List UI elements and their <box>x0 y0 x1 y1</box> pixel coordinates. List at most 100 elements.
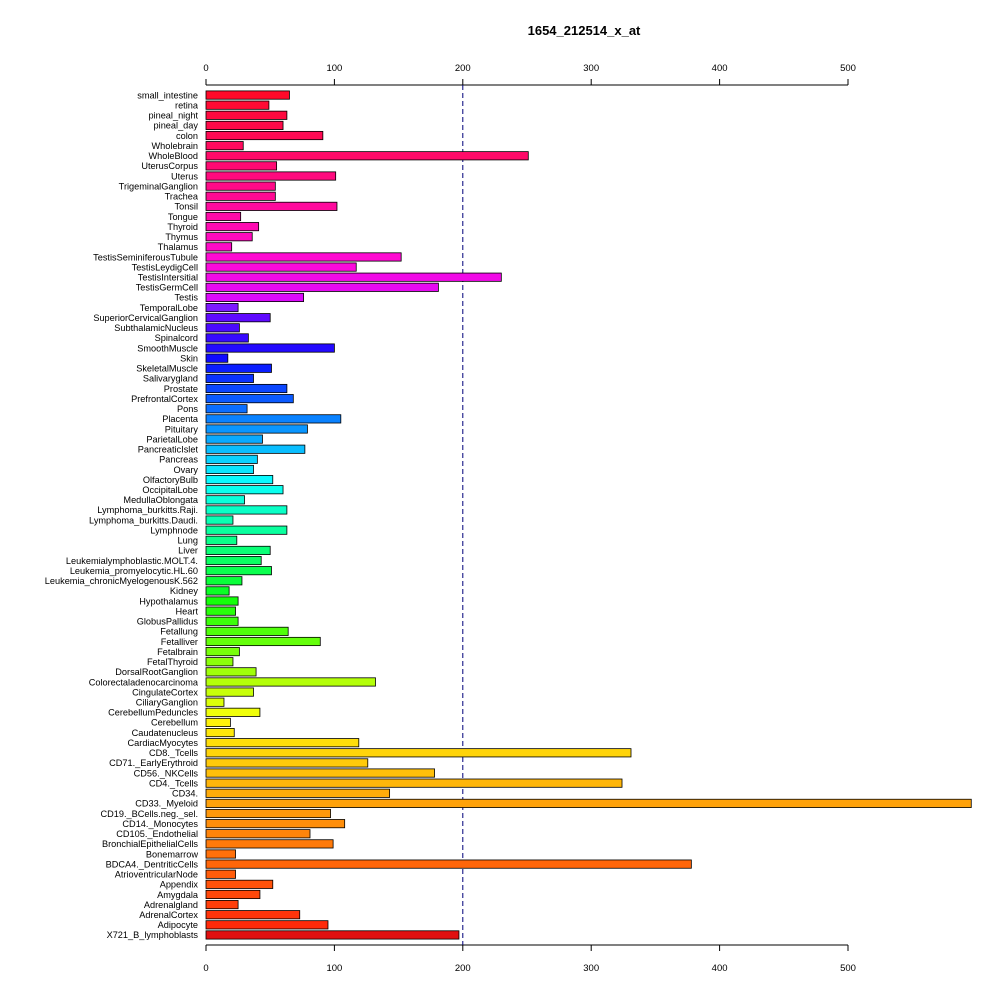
bar <box>205 758 369 768</box>
bar <box>205 211 242 222</box>
category-label: Pancreas <box>159 455 198 465</box>
category-label: Leukemia_chronicMyelogenousK.562 <box>45 576 198 586</box>
bar <box>205 272 502 282</box>
category-label: CD4._Tcells <box>149 778 198 788</box>
bar <box>205 849 236 859</box>
bar <box>205 535 238 545</box>
category-label: X721_B_lymphoblasts <box>107 930 199 940</box>
bar <box>205 141 244 151</box>
x-tick-label-bottom: 100 <box>326 963 342 974</box>
bar <box>205 464 254 475</box>
bar <box>205 252 402 262</box>
bar <box>205 323 240 333</box>
bar <box>205 242 233 252</box>
category-label: Bonemarrow <box>146 849 198 859</box>
category-label: Leukemia_promyelocytic.HL.60 <box>70 566 198 576</box>
bar <box>205 829 311 839</box>
bar <box>205 910 301 920</box>
category-label: Liver <box>178 546 198 556</box>
category-label: CD14._Monocytes <box>122 819 198 829</box>
category-label: DorsalRootGanglion <box>115 667 198 677</box>
category-label: Fetalbrain <box>157 647 198 657</box>
category-label: UterusCorpus <box>141 161 198 171</box>
x-axis-bottom: 0 100 200 300 400 500 <box>203 944 856 974</box>
bar <box>205 798 972 808</box>
bar <box>205 383 288 394</box>
x-tick-label-bottom: 300 <box>583 963 599 974</box>
category-label: PrefrontalCortex <box>131 394 198 404</box>
bar <box>205 232 253 242</box>
category-label: Wholebrain <box>152 141 198 151</box>
bar <box>205 555 262 566</box>
category-label: CerebellumPeduncles <box>108 708 198 718</box>
bar <box>205 869 236 879</box>
category-label: CD71._EarlyErythroid <box>109 758 198 768</box>
bar <box>205 606 236 616</box>
bar <box>205 495 245 505</box>
x-tick-label-bottom: 200 <box>455 963 471 974</box>
bar <box>205 748 632 758</box>
category-label: Placenta <box>162 414 199 424</box>
category-label: Salivarygland <box>143 374 198 384</box>
bar <box>205 626 289 636</box>
bar <box>205 161 278 171</box>
bar <box>205 394 294 404</box>
x-tick-label-top: 500 <box>840 63 856 74</box>
category-label: CD105._Endothelial <box>116 829 198 839</box>
x-tick-label-top: 300 <box>583 63 599 74</box>
category-label: FetalThyroid <box>147 657 198 667</box>
bar <box>205 525 288 535</box>
category-label: OccipitalLobe <box>142 485 198 495</box>
category-label: Adrenalgland <box>144 900 198 910</box>
category-label: colon <box>176 131 198 141</box>
bar <box>205 586 230 596</box>
category-label: pineal_day <box>154 121 199 131</box>
category-label: SubthalamicNucleus <box>114 323 198 333</box>
bar <box>205 424 308 434</box>
category-label: small_intestine <box>137 90 198 100</box>
category-label: CingulateCortex <box>132 687 198 697</box>
bar <box>205 313 271 323</box>
category-label: CD19._BCells.neg._sel. <box>100 809 198 819</box>
bar <box>205 262 357 272</box>
category-label: Colorectaladenocarcinoma <box>89 677 199 687</box>
bar <box>205 485 284 495</box>
bar <box>205 363 272 373</box>
category-label: TestisLeydigCell <box>132 262 198 272</box>
bar <box>205 778 623 788</box>
category-label: Tongue <box>168 212 198 222</box>
bar <box>205 343 335 353</box>
bar <box>205 505 288 515</box>
bar <box>205 788 391 798</box>
category-label: Pituitary <box>165 424 199 434</box>
bar <box>205 151 529 161</box>
category-label: Hypothalamus <box>139 596 198 606</box>
x-tick-label-top: 200 <box>455 63 471 74</box>
category-label: AtrioventricularNode <box>115 870 198 880</box>
category-label: Fetallung <box>160 627 198 637</box>
bar <box>205 130 324 141</box>
x-tick-label-bottom: 400 <box>712 963 728 974</box>
category-label: GlobusPallidus <box>137 617 199 627</box>
category-label: Tonsil <box>175 202 199 212</box>
category-label: Appendix <box>160 880 199 890</box>
bar <box>205 201 338 211</box>
bar <box>205 808 331 819</box>
category-label: TrigeminalGanglion <box>119 181 198 191</box>
bar <box>205 930 460 940</box>
bar <box>205 545 271 555</box>
bar <box>205 120 284 130</box>
category-label: AdrenalCortex <box>139 910 198 920</box>
bar <box>205 636 321 647</box>
bar <box>205 920 329 930</box>
bar <box>205 181 276 191</box>
category-label: Lymphoma_burkitts.Raji. <box>97 505 198 515</box>
bar <box>205 292 304 302</box>
bar <box>205 859 692 869</box>
category-label: BDCA4._DentriticCells <box>106 859 199 869</box>
category-label: TestisGermCell <box>136 283 198 293</box>
bar <box>205 222 260 232</box>
x-tick-label-top: 400 <box>712 63 728 74</box>
